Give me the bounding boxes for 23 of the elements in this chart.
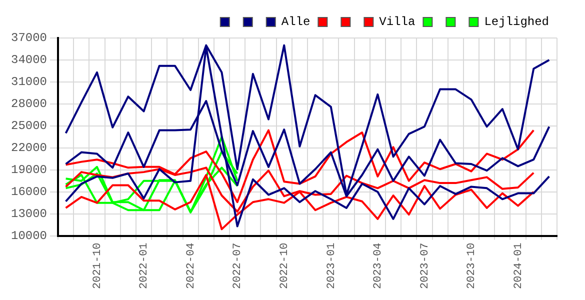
- y-tick-label: 28000: [10, 97, 48, 112]
- y-tick-label: 22000: [10, 141, 48, 156]
- y-tick-label: 19000: [10, 163, 48, 178]
- x-tick-label: 2023-07: [419, 242, 432, 290]
- x-tick-label: 2023-01: [326, 242, 338, 290]
- x-tick-label: 2022-07: [232, 242, 244, 290]
- y-tick-label: 34000: [10, 53, 48, 68]
- y-tick-label: 13000: [10, 206, 48, 221]
- y-tick-label: 16000: [10, 185, 48, 200]
- x-tick-label: 2022-10: [279, 242, 292, 290]
- legend-label: Villa: [379, 15, 416, 30]
- y-tick-label: 31000: [10, 75, 48, 90]
- y-tick-label: 37000: [10, 31, 48, 46]
- x-tick-label: 2024-01: [512, 242, 525, 290]
- y-tick-label: 25000: [10, 119, 48, 134]
- legend-label: Alle: [281, 15, 310, 30]
- legend-label: Lejlighed: [484, 15, 549, 30]
- y-tick-label: 10000: [10, 228, 48, 243]
- x-tick-label: 2023-10: [466, 242, 478, 290]
- x-tick-label: 2021-10: [92, 242, 104, 290]
- x-tick-label: 2022-01: [138, 242, 151, 290]
- x-tick-label: 2023-04: [372, 242, 385, 290]
- x-tick-label: 2022-04: [185, 242, 198, 290]
